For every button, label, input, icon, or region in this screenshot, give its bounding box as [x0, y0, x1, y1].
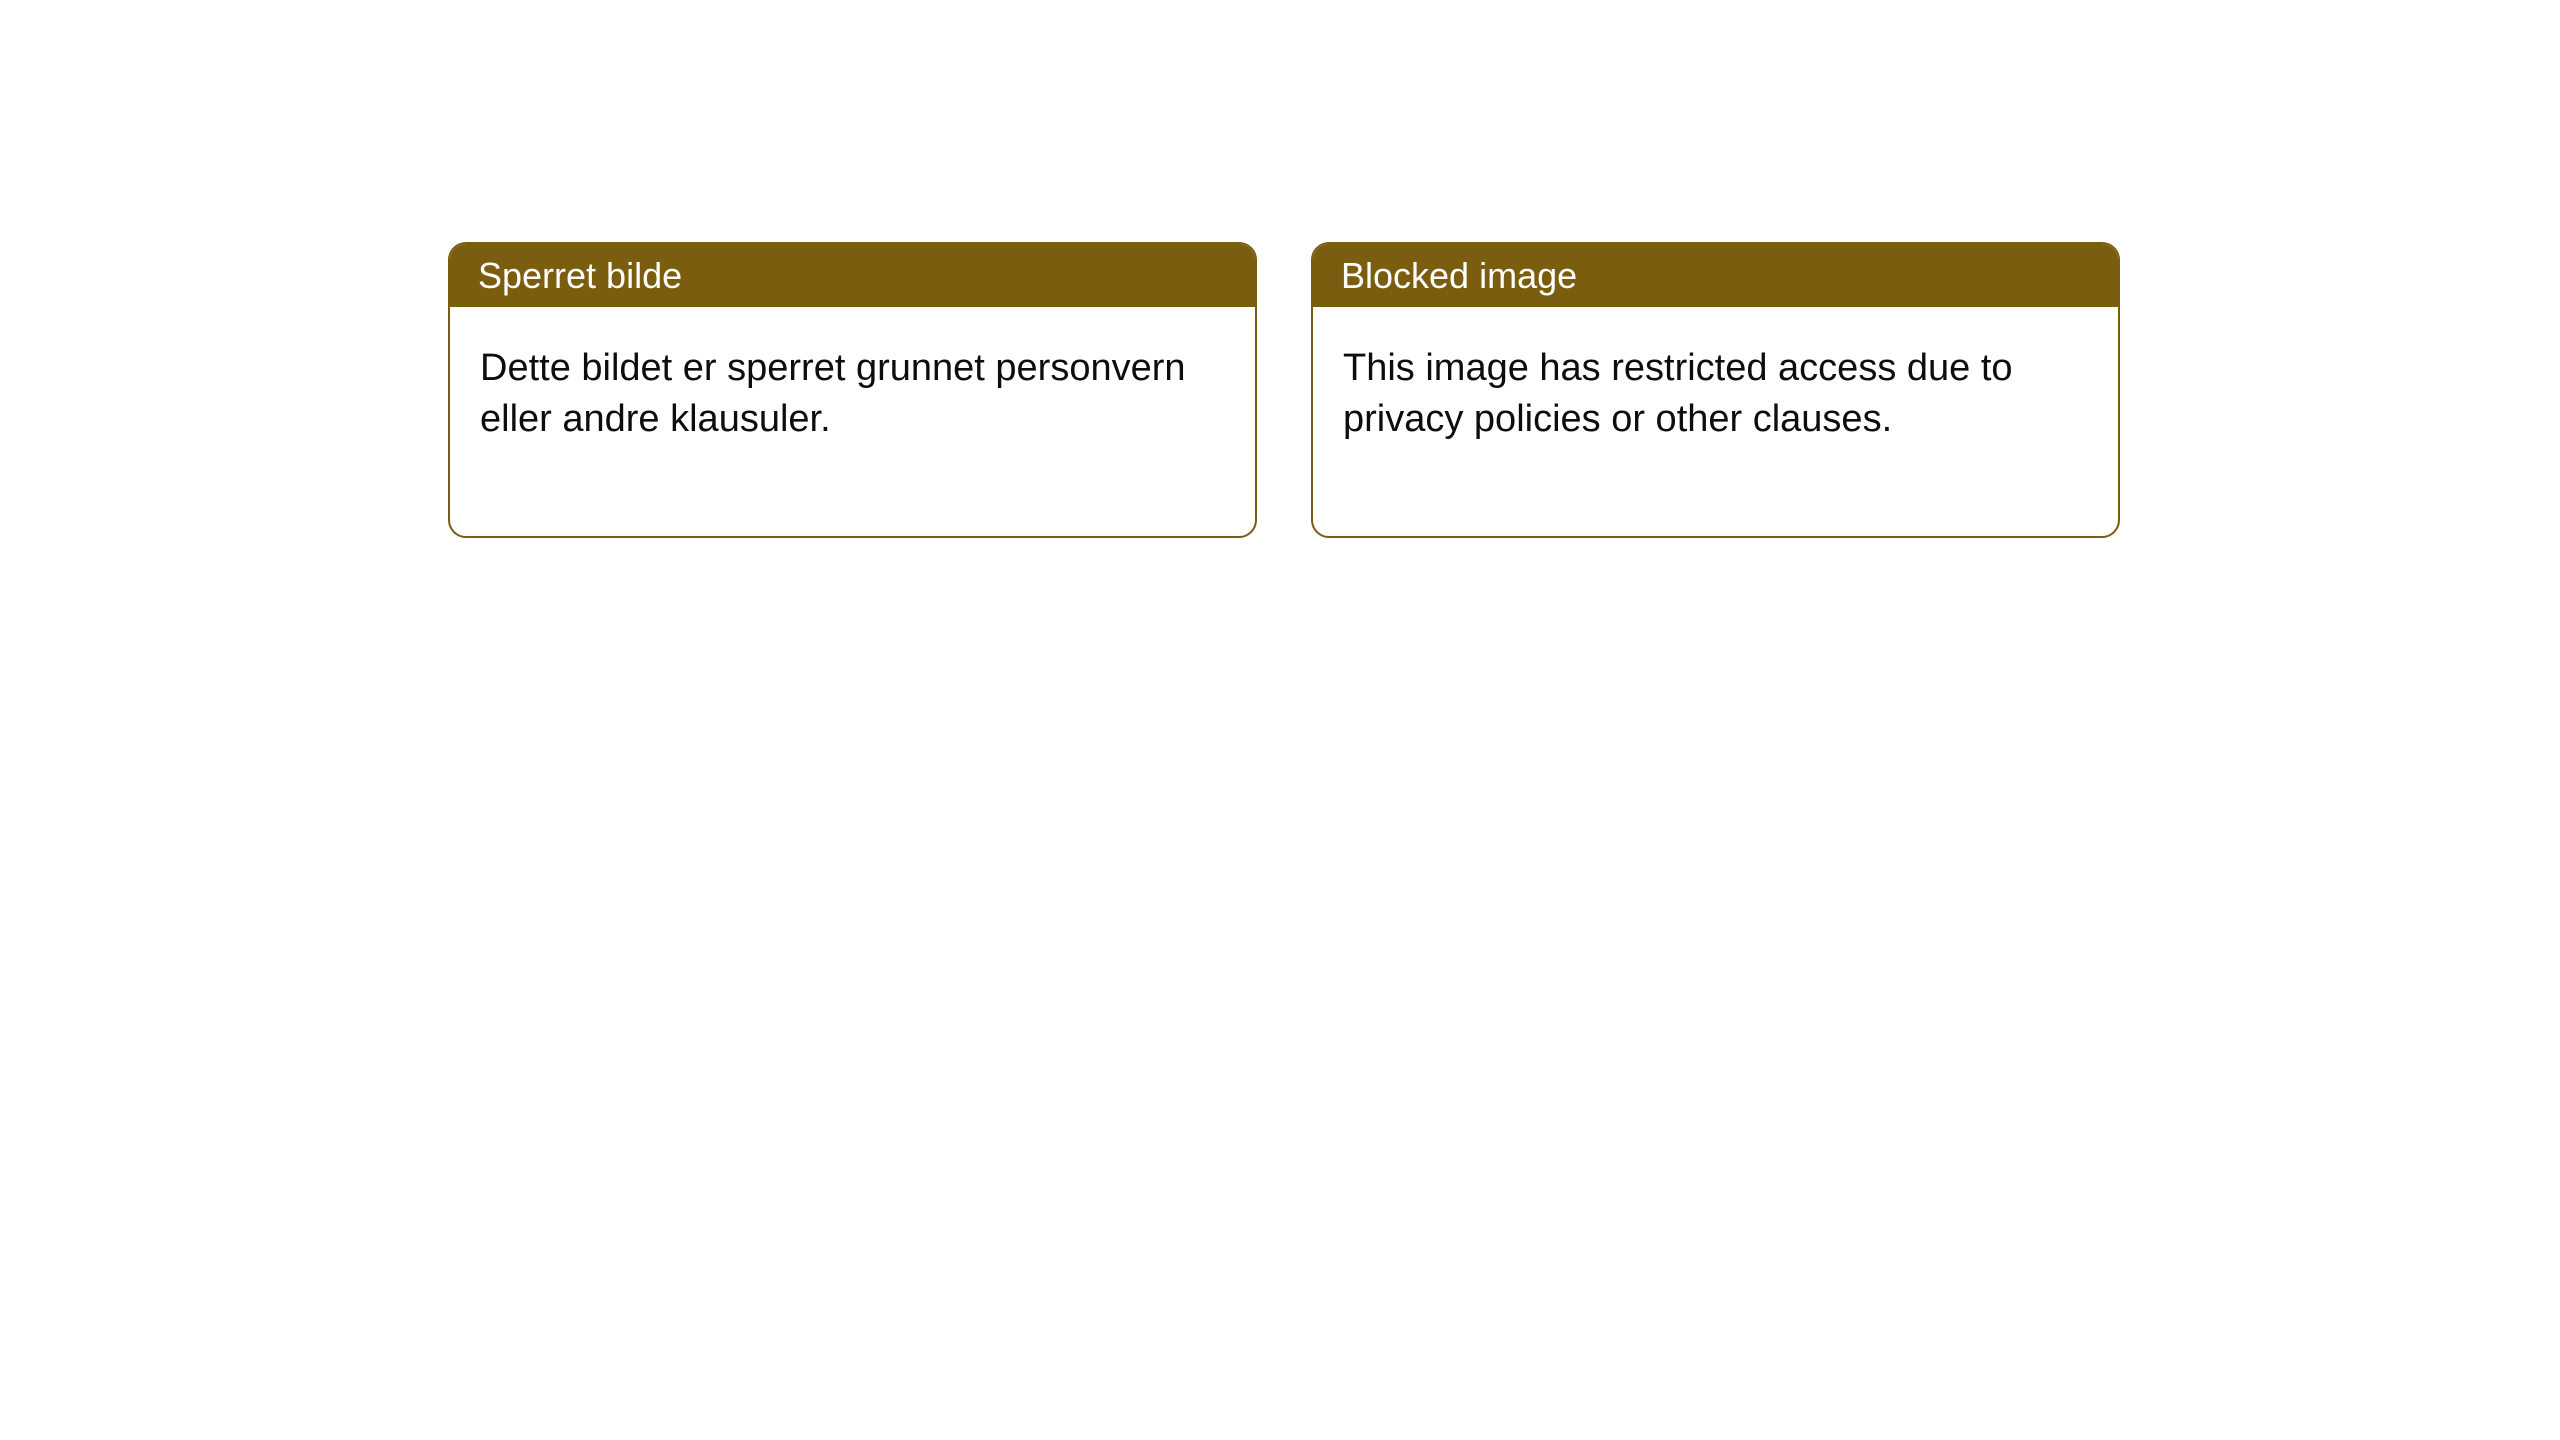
notice-container: Sperret bilde Dette bildet er sperret gr… — [0, 0, 2560, 538]
notice-header: Sperret bilde — [450, 244, 1255, 307]
notice-box-norwegian: Sperret bilde Dette bildet er sperret gr… — [448, 242, 1257, 538]
notice-header: Blocked image — [1313, 244, 2118, 307]
notice-box-english: Blocked image This image has restricted … — [1311, 242, 2120, 538]
notice-body: This image has restricted access due to … — [1313, 307, 2118, 536]
notice-body: Dette bildet er sperret grunnet personve… — [450, 307, 1255, 536]
